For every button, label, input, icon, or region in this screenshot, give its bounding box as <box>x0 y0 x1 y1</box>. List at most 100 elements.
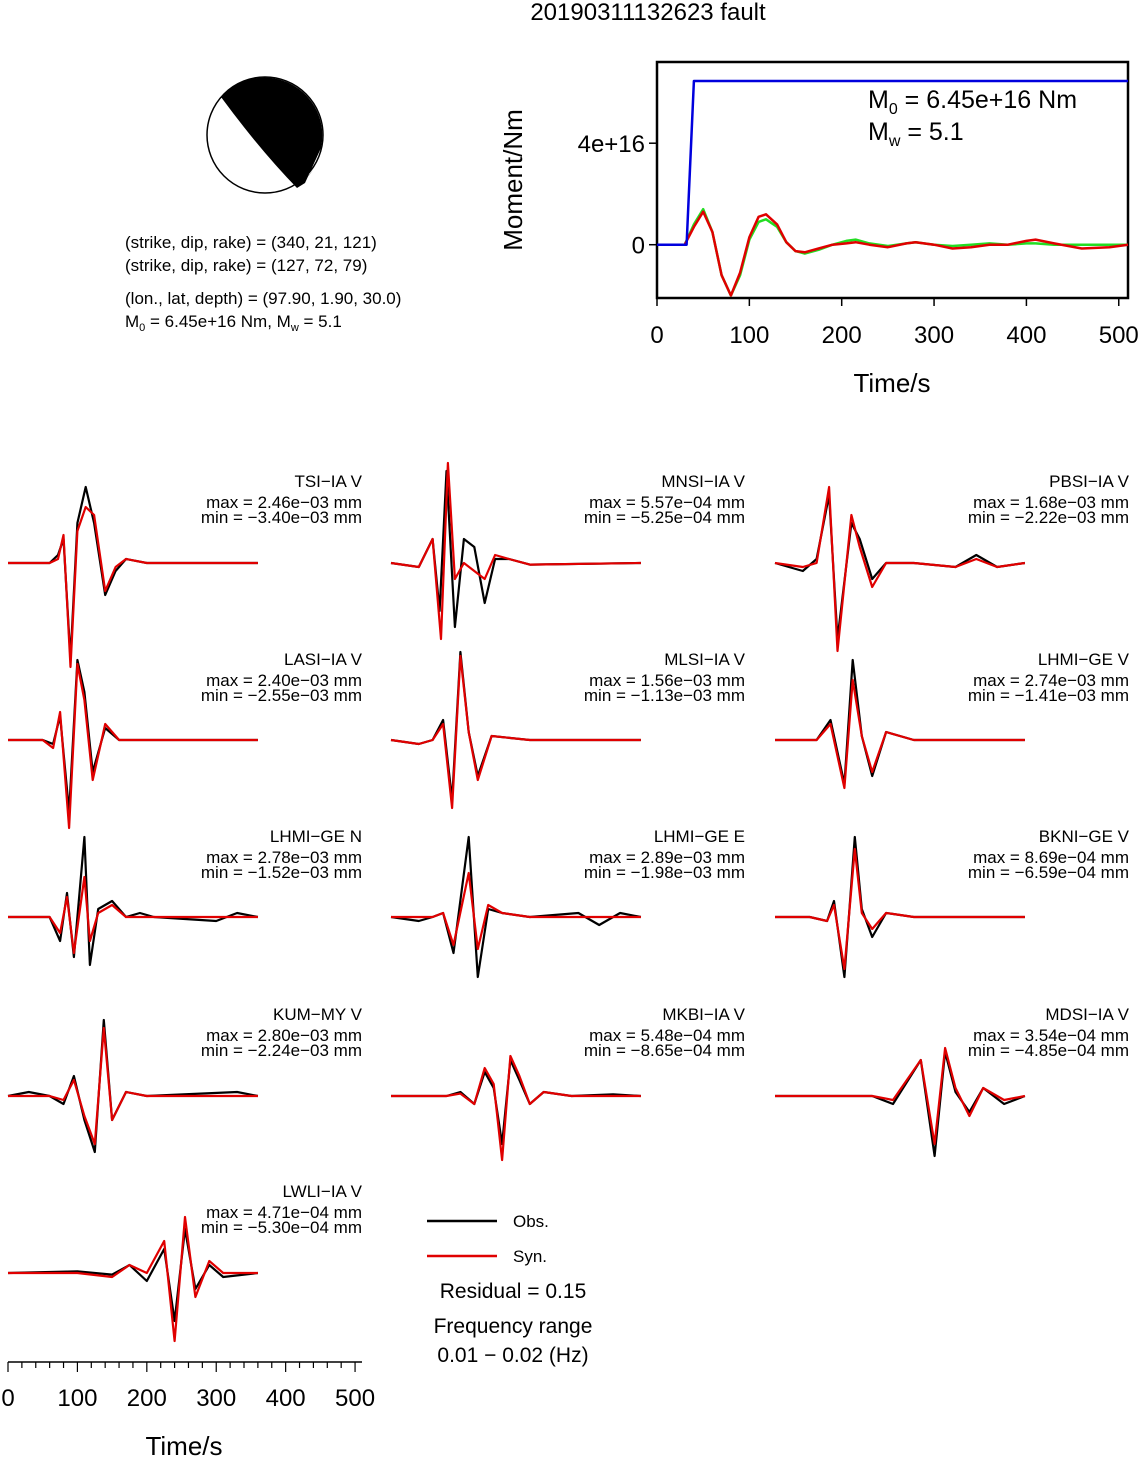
station-name: LWLI−IA V <box>282 1182 362 1201</box>
waveform-xlabel: Time/s <box>145 1431 222 1458</box>
moment-mw-annotation: Mw = 5.1 <box>868 118 964 150</box>
station-min: min = −2.55e−03 mm <box>201 686 362 705</box>
station-min: min = −1.98e−03 mm <box>584 863 745 882</box>
residual-label: Residual = 0.15 <box>440 1280 587 1303</box>
synthetic-trace <box>774 485 1026 653</box>
station-max: max = 1.56e−03 mm <box>589 671 745 690</box>
station-min: min = −1.52e−03 mm <box>201 863 362 882</box>
station-min: min = −3.40e−03 mm <box>201 508 362 527</box>
station-name: MLSI−IA V <box>664 650 745 669</box>
moment-chart-frame <box>655 60 1130 300</box>
moment-x-tick-label: 300 <box>914 322 954 349</box>
moment-axes: 0 100 200 300 400 500 0 4e+16 <box>578 131 1139 349</box>
station-max: max = 2.40e−03 mm <box>206 671 362 690</box>
station-name: BKNI−GE V <box>1039 827 1130 846</box>
moment-series-line <box>657 210 1129 297</box>
station-max: max = 3.54e−04 mm <box>973 1026 1129 1045</box>
station-name: LHMI−GE E <box>654 827 745 846</box>
synthetic-trace <box>775 1046 1026 1146</box>
moment-xlabel: Time/s <box>853 368 930 398</box>
observed-trace <box>775 1050 1026 1158</box>
moment-x-tick-label: 0 <box>650 322 663 349</box>
beachball <box>206 76 324 194</box>
frequency-range-label: Frequency range <box>434 1315 593 1338</box>
station-max: max = 2.46e−03 mm <box>206 493 362 512</box>
station-min: min = −4.85e−04 mm <box>968 1041 1129 1060</box>
station-name: MDSI−IA V <box>1045 1005 1129 1024</box>
synthetic-trace <box>775 847 1025 971</box>
station-name: LASI−IA V <box>284 650 363 669</box>
observed-trace <box>8 658 258 814</box>
station-name: MNSI−IA V <box>661 472 745 491</box>
station-name: MKBI−IA V <box>662 1005 745 1024</box>
synthetic-trace <box>391 871 641 951</box>
mechanism-location: (lon., lat, depth) = (97.90, 1.90, 30.0) <box>125 289 401 308</box>
synthetic-trace <box>8 1026 258 1146</box>
waveform-x-tick-label: 0 <box>1 1385 14 1412</box>
waveform-x-tick-label: 500 <box>335 1385 375 1412</box>
station-max: max = 4.71e−04 mm <box>206 1203 362 1222</box>
station-max: max = 1.68e−03 mm <box>973 493 1129 512</box>
waveform-x-tick-label: 300 <box>196 1385 236 1412</box>
station-name: PBSI−IA V <box>1049 472 1130 491</box>
station-name: LHMI−GE N <box>270 827 362 846</box>
station-min: min = −1.13e−03 mm <box>584 686 745 705</box>
waveform-x-tick-label: 400 <box>266 1385 306 1412</box>
station-name: KUM−MY V <box>273 1005 363 1024</box>
observed-trace <box>7 1227 259 1323</box>
station-max: max = 2.80e−03 mm <box>206 1026 362 1045</box>
mechanism-plane1: (strike, dip, rake) = (340, 21, 121) <box>125 233 377 252</box>
moment-series <box>657 79 1129 297</box>
legend-obs-label: Obs. <box>513 1212 549 1231</box>
frequency-range-value: 0.01 − 0.02 (Hz) <box>437 1344 588 1367</box>
waveform-x-tick-label: 100 <box>57 1385 97 1412</box>
moment-series-line <box>657 79 1128 246</box>
station-min: min = −2.24e−03 mm <box>201 1041 362 1060</box>
station-min: min = −2.22e−03 mm <box>968 508 1129 527</box>
synthetic-trace <box>8 1215 258 1343</box>
moment-m0-annotation: M0 = 6.45e+16 Nm <box>868 86 1077 118</box>
station-min: min = −5.25e−04 mm <box>584 508 745 527</box>
station-max: max = 2.78e−03 mm <box>206 848 362 867</box>
station-min: min = −1.41e−03 mm <box>968 686 1129 705</box>
legend: Obs. Syn. Residual = 0.15 Frequency rang… <box>427 1212 592 1367</box>
station-max: max = 8.69e−04 mm <box>973 848 1129 867</box>
moment-y-tick-label: 4e+16 <box>578 131 645 158</box>
moment-x-tick-label: 100 <box>729 322 769 349</box>
beachball-compression-quadrant <box>221 77 323 188</box>
waveform-time-axis: 0 100 200 300 400 500 <box>1 1361 375 1412</box>
station-max: max = 5.57e−04 mm <box>589 493 745 512</box>
mechanism-moment: M0 = 6.45e+16 Nm, Mw = 5.1 <box>125 312 342 334</box>
station-max: max = 2.74e−03 mm <box>973 671 1129 690</box>
synthetic-trace <box>390 654 641 810</box>
moment-ylabel: Moment/Nm <box>498 109 528 251</box>
station-max: max = 2.89e−03 mm <box>589 848 745 867</box>
moment-series-line <box>657 207 1128 297</box>
station-name: LHMI−GE V <box>1038 650 1130 669</box>
figure-title: 20190311132623 fault <box>530 0 766 26</box>
synthetic-trace <box>8 662 258 830</box>
waveform-x-tick-label: 200 <box>127 1385 167 1412</box>
station-min: min = −6.59e−04 mm <box>968 863 1129 882</box>
synthetic-trace <box>775 678 1025 790</box>
synthetic-trace <box>391 1054 641 1162</box>
legend-syn-label: Syn. <box>513 1247 547 1266</box>
station-name: TSI−IA V <box>294 472 362 491</box>
mechanism-plane2: (strike, dip, rake) = (127, 72, 79) <box>125 256 367 275</box>
